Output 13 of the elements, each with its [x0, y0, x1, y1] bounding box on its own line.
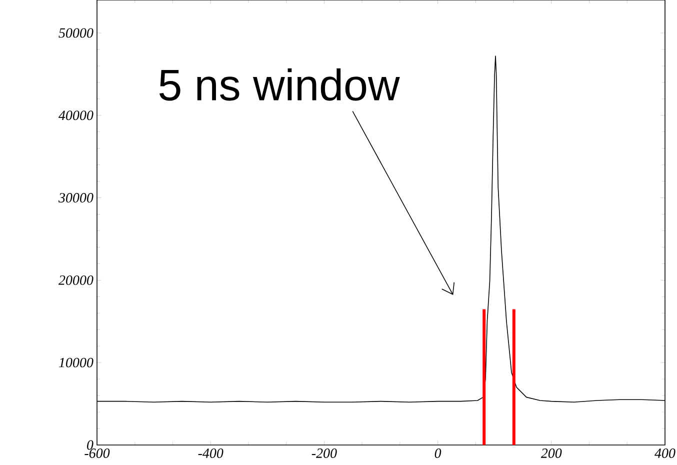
- x-tick-label: 0: [434, 448, 442, 458]
- y-tick-label: 10000: [58, 358, 94, 368]
- y-tick-label: 30000: [58, 193, 94, 202]
- y-tick-label: 20000: [58, 275, 94, 285]
- y-tick-label: 0: [87, 440, 94, 450]
- x-tick-label: -200: [312, 448, 337, 458]
- x-tick-label: -400: [198, 448, 224, 458]
- y-tick-label: 50000: [58, 28, 94, 38]
- y-tick-label: 40000: [58, 110, 94, 120]
- x-tick-label: -600: [84, 448, 110, 458]
- annotation: 5 ns window: [159, 68, 400, 101]
- x-tick-label: 200: [540, 448, 562, 458]
- x-tick-label: 400: [654, 448, 676, 458]
